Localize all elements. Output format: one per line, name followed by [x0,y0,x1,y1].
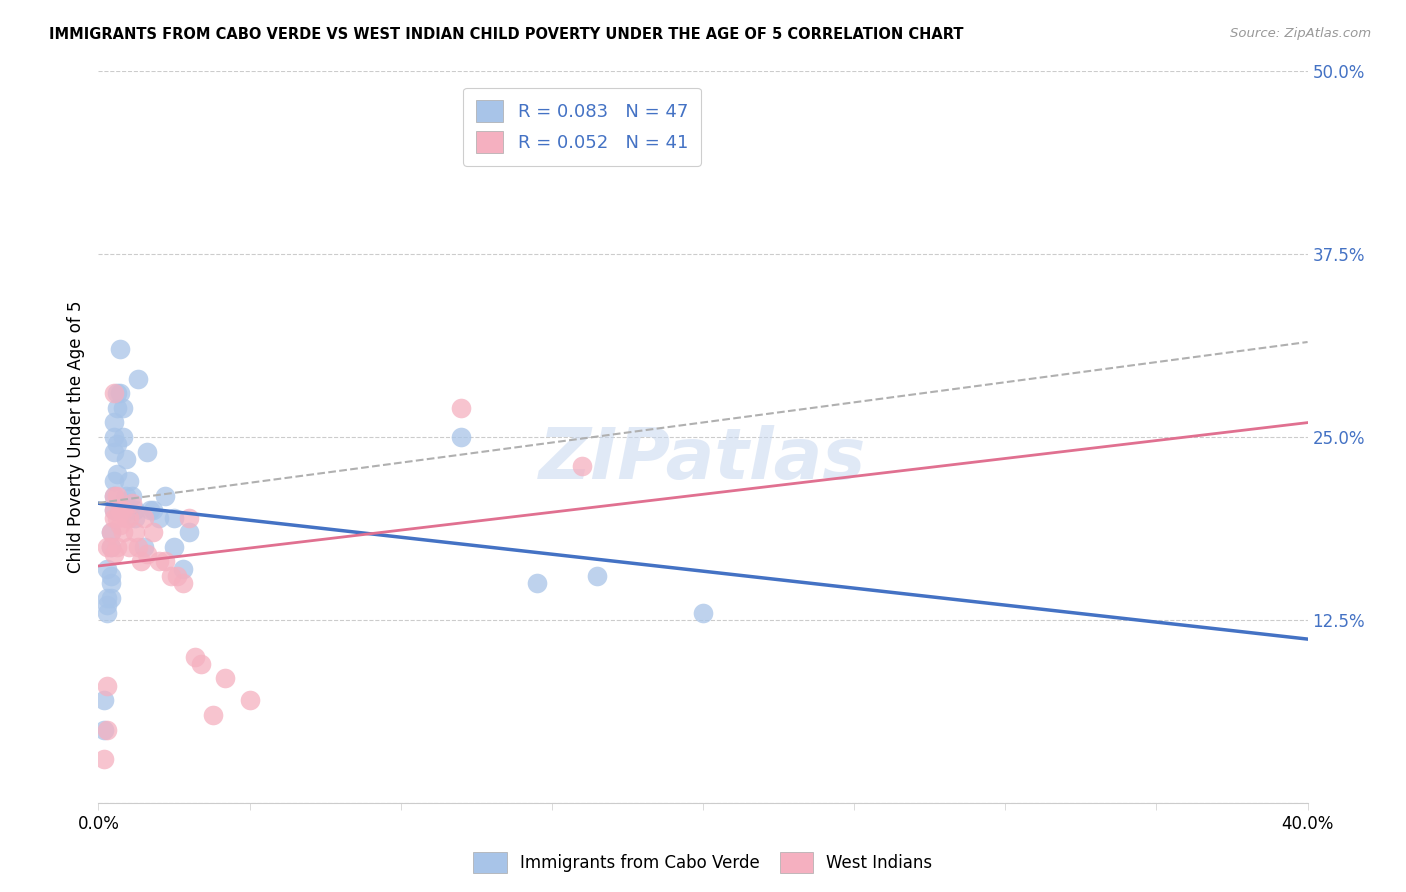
Text: ZIPatlas: ZIPatlas [540,425,866,493]
Point [571,459,593,474]
Point [105,489,128,503]
Point [93,723,115,737]
Point [100,591,122,605]
Point [450,430,472,444]
Point [179,525,201,540]
Point [135,444,157,458]
Point [166,569,188,583]
Point [135,547,157,561]
Point [96,606,118,620]
Point [118,474,141,488]
Point [129,554,152,568]
Point [111,401,134,415]
Point [142,525,165,540]
Point [153,489,176,503]
Point [103,474,125,488]
Point [100,540,122,554]
Point [118,503,141,517]
Point [139,503,162,517]
Point [100,576,122,591]
Point [184,649,207,664]
Point [121,496,143,510]
Point [103,489,125,503]
Point [96,599,118,613]
Point [202,708,225,723]
Point [114,452,136,467]
Point [100,525,122,540]
Point [103,386,125,401]
Point [96,540,118,554]
Point [124,510,146,524]
Point [93,693,115,707]
Point [103,489,125,503]
Point [103,547,125,561]
Point [105,540,128,554]
Point [118,540,141,554]
Point [93,752,115,766]
Point [114,489,136,503]
Point [96,723,118,737]
Point [142,503,165,517]
Point [96,679,118,693]
Point [172,562,194,576]
Point [111,525,134,540]
Legend: Immigrants from Cabo Verde, West Indians: Immigrants from Cabo Verde, West Indians [467,846,939,880]
Y-axis label: Child Poverty Under the Age of 5: Child Poverty Under the Age of 5 [66,301,84,574]
Point [103,430,125,444]
Point [105,401,128,415]
Point [450,401,472,415]
Point [172,576,194,591]
Point [105,467,128,481]
Legend: R = 0.083   N = 47, R = 0.052   N = 41: R = 0.083 N = 47, R = 0.052 N = 41 [464,87,700,166]
Point [111,503,134,517]
Point [108,343,131,357]
Point [108,386,131,401]
Point [105,386,128,401]
Text: Source: ZipAtlas.com: Source: ZipAtlas.com [1230,27,1371,40]
Point [100,569,122,583]
Text: IMMIGRANTS FROM CABO VERDE VS WEST INDIAN CHILD POVERTY UNDER THE AGE OF 5 CORRE: IMMIGRANTS FROM CABO VERDE VS WEST INDIA… [49,27,963,42]
Point [108,503,131,517]
Point [692,606,714,620]
Point [103,503,125,517]
Point [121,489,143,503]
Point [179,510,201,524]
Point [118,510,141,524]
Point [105,437,128,451]
Point [163,540,186,554]
Point [103,444,125,458]
Point [148,510,170,524]
Point [127,540,149,554]
Point [105,510,128,524]
Point [100,540,122,554]
Point [526,576,548,591]
Point [124,503,146,517]
Point [153,554,176,568]
Point [124,525,146,540]
Point [586,569,609,583]
Point [108,517,131,532]
Point [132,540,155,554]
Point [190,657,212,671]
Point [103,503,125,517]
Point [214,672,236,686]
Point [114,510,136,524]
Point [103,510,125,524]
Point [96,591,118,605]
Point [100,525,122,540]
Point [239,693,262,707]
Point [96,562,118,576]
Point [148,554,170,568]
Point [103,416,125,430]
Point [127,371,149,385]
Point [111,430,134,444]
Point [163,510,186,524]
Point [160,569,183,583]
Point [132,510,155,524]
